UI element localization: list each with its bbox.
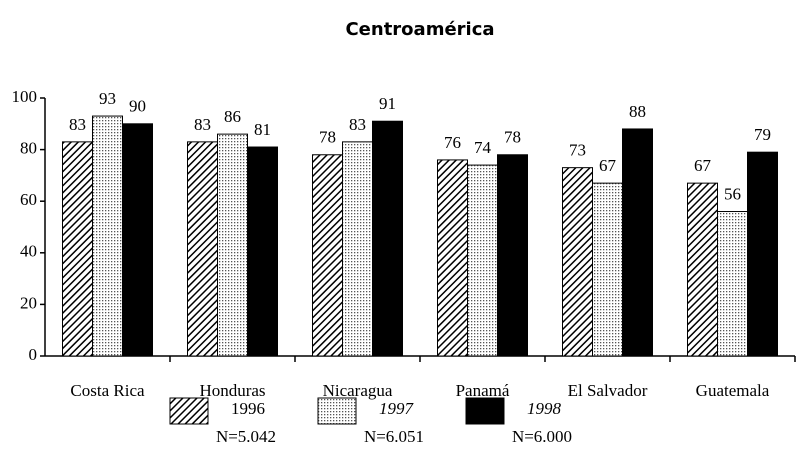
legend-label: 1998: [527, 399, 562, 418]
x-tick-label: Honduras: [199, 381, 265, 400]
legend-sample: N=6.051: [364, 427, 424, 446]
data-label: 74: [474, 138, 492, 157]
bar: [62, 141, 93, 357]
chart-title: Centroamérica: [345, 19, 494, 40]
data-label: 76: [444, 133, 461, 152]
x-tick-label: Nicaragua: [323, 381, 393, 400]
data-label: 67: [694, 156, 712, 175]
bar: [497, 154, 528, 357]
data-label: 56: [724, 184, 741, 203]
bar: [312, 154, 343, 357]
data-label: 83: [69, 115, 86, 134]
bar: [717, 211, 748, 357]
data-label: 86: [224, 107, 241, 126]
bar: [437, 159, 468, 357]
y-tick-label: 0: [29, 345, 38, 364]
legend-swatch: [169, 397, 209, 425]
bar: [467, 164, 498, 357]
x-tick-label: Panamá: [456, 381, 510, 400]
data-label: 73: [569, 141, 586, 160]
legend-label: 1997: [379, 399, 415, 418]
legend-sample: N=6.000: [512, 427, 572, 446]
data-label: 90: [129, 97, 146, 116]
legend-swatch: [465, 397, 505, 425]
data-label: 91: [379, 94, 396, 113]
bar: [187, 141, 218, 357]
bar: [217, 133, 248, 357]
bar: [342, 141, 373, 357]
y-tick-label: 40: [20, 242, 37, 261]
x-tick-label: El Salvador: [568, 381, 648, 400]
bar: [372, 120, 403, 357]
bar: [92, 115, 123, 357]
data-label: 81: [254, 120, 271, 139]
data-label: 83: [194, 115, 211, 134]
bar: [562, 167, 593, 357]
legend-label: 1996: [231, 399, 265, 418]
y-tick-label: 100: [12, 87, 38, 106]
x-tick-label: Guatemala: [696, 381, 770, 400]
y-tick-label: 60: [20, 190, 37, 209]
data-label: 88: [629, 102, 646, 121]
bar: [622, 128, 653, 357]
data-label: 93: [99, 89, 116, 108]
data-label: 78: [319, 128, 336, 147]
y-tick-label: 80: [20, 139, 37, 158]
data-label: 79: [754, 125, 771, 144]
y-tick-label: 20: [20, 293, 37, 312]
bar: [592, 182, 623, 357]
bar: [747, 151, 778, 357]
x-tick-label: Costa Rica: [70, 381, 145, 400]
legend-sample: N=5.042: [216, 427, 276, 446]
legend-swatch: [317, 397, 357, 425]
data-label: 67: [599, 156, 617, 175]
data-label: 78: [504, 128, 521, 147]
data-label: 83: [349, 115, 366, 134]
bar: [687, 182, 718, 357]
bar: [247, 146, 278, 357]
bar: [122, 123, 153, 357]
